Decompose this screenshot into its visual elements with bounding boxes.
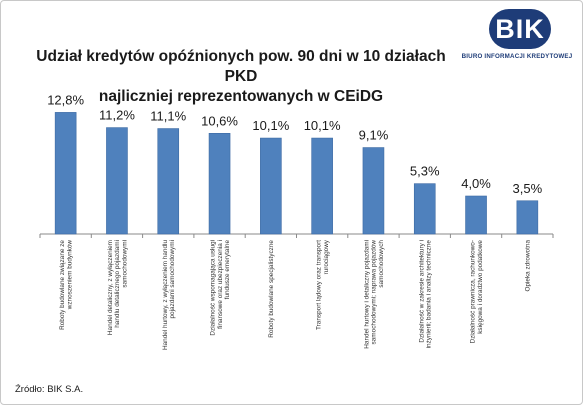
data-label: 5,3% <box>410 164 440 179</box>
data-label: 10,1% <box>252 118 289 133</box>
category-label: Działalność wspomagająca usługifinansowe… <box>209 240 231 336</box>
chart-title-line-2: najliczniej reprezentowanych w CEiDG <box>98 88 384 105</box>
bik-logo-subtitle: BIURO INFORMACJI KREDYTOWEJ <box>461 53 573 60</box>
data-label: 9,1% <box>359 128 389 143</box>
category-label: Transport lądowy oraz transportrurociągo… <box>316 239 330 330</box>
chart-title: Udział kredytów opóźnionych pow. 90 dni … <box>21 47 461 107</box>
data-label: 11,1% <box>150 109 186 124</box>
category-label-line: Handel detaliczny, z wyłączeniem <box>107 240 114 335</box>
category-label-line: fundusze emerytalne <box>224 240 231 300</box>
category-label-line: Handel hurtowy, z wyłączeniem handlu <box>162 240 169 350</box>
category-label: Opieka zdrowotna <box>525 240 532 292</box>
bar <box>106 127 128 235</box>
category-label-line: rurociągowy <box>323 239 330 274</box>
bar <box>311 137 333 235</box>
bik-logo: BIK BIURO INFORMACJI KREDYTOWEJ <box>457 9 577 65</box>
data-label: 10,1% <box>304 118 341 133</box>
data-label: 3,5% <box>513 181 543 196</box>
category-label-line: księgowa i doradztwo podatkowe <box>477 240 484 334</box>
category-label-line: Handel hurtowy i detaliczny pojazdami <box>363 240 370 349</box>
bar <box>54 112 77 235</box>
category-label-line: Działalność prawnicza, rachunkowo- <box>470 240 477 343</box>
category-label-line: Transport lądowy oraz transport <box>316 240 323 330</box>
category-label-line: Opieka zdrowotna <box>525 240 532 292</box>
chart-title-line-1: Udział kredytów opóźnionych pow. 90 dni … <box>36 48 446 85</box>
category-label: Roboty budowlane specjalistyczne <box>268 240 275 338</box>
data-label: 10,6% <box>201 113 238 128</box>
data-label: 11,2% <box>99 108 135 123</box>
bar <box>157 128 180 235</box>
category-label-line: Roboty budowlane specjalistyczne <box>268 240 275 338</box>
category-label-line: Działalność wspomagająca usługi <box>209 240 216 336</box>
bik-logo-mark: BIK <box>489 9 551 49</box>
category-label-line: finansowe oraz ubezpieczenia i <box>217 240 224 329</box>
category-label-line: Roboty budowlane związane ze <box>59 240 66 330</box>
category-label-line: Działalność w zakresie architektury i <box>418 240 425 343</box>
category-label-line: inżynierii; badania i analizy techniczne <box>426 240 433 349</box>
category-label-line: pojazdami samochodowymi <box>169 240 176 319</box>
category-label-line: samochodowych <box>378 240 385 288</box>
bar <box>465 195 487 235</box>
category-label-line: samochodowymi; naprawa pojazdów <box>371 240 378 345</box>
category-label: Handel detaliczny, z wyłączeniemhandlu d… <box>107 240 129 335</box>
bar <box>413 183 436 235</box>
bar <box>260 137 282 235</box>
category-label: Handel hurtowy, z wyłączeniem handlupoja… <box>162 240 176 350</box>
category-label: Działalność w zakresie architektury iinż… <box>418 240 432 349</box>
category-label: Działalność prawnicza, rachunkowo-księgo… <box>470 240 484 344</box>
source-note: Źródło: BIK S.A. <box>15 384 84 395</box>
bar <box>516 200 539 235</box>
bar <box>208 133 231 235</box>
bar <box>362 147 385 235</box>
category-label-line: wznoszeniem budynków <box>67 240 74 311</box>
data-label: 12,8% <box>47 92 84 107</box>
category-label-line: samochodowymi <box>122 240 129 288</box>
category-label: Roboty budowlane związane zewznoszeniem … <box>59 240 73 330</box>
category-label: Handel hurtowy i detaliczny pojazdamisam… <box>363 240 385 349</box>
category-label-line: handlu detalicznego pojazdami <box>114 240 121 328</box>
data-label: 4,0% <box>461 176 491 191</box>
